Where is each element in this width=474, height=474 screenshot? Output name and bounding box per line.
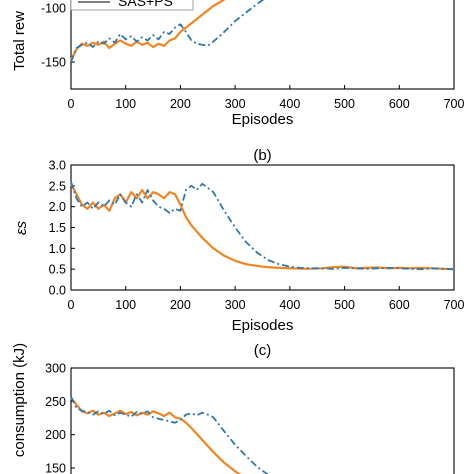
y-tick-label: 0.5 [49,263,66,277]
panel-epsilon: 0 100 200 300 400 500 600 700 0.0 0.5 1.0 1.5 2.0 2.5… [13,159,464,335]
x-tick-label: 200 [170,298,191,312]
y-axis-label-total-reward: Total rew [11,11,28,71]
x-tick-label: 700 [444,298,465,312]
series-total-reward [70,0,265,63]
panel-label-b: (b) [253,147,271,164]
plot-area-consumption [70,367,455,474]
y-tick-label: 250 [45,395,66,409]
y-axis-label-consumption: consumption (kJ) [11,343,28,457]
x-tick-label: 0 [68,298,75,312]
series-consumption [70,396,269,474]
y-axis-label-epsilon: εs [13,220,30,235]
series-line-orange [70,0,226,61]
legend-text: SAS+PS [118,0,173,9]
x-tick-label: 0 [68,97,75,111]
legend-total-reward: SAS+PS [70,0,194,11]
y-tick-label: 200 [45,428,66,442]
legend-box [70,0,194,11]
plot-area-total-reward [70,0,455,90]
x-tick-label: 500 [334,298,355,312]
panel-total-reward: 0 100 200 300 400 500 600 700 -150 -100 SAS+PS Ep… [11,0,464,128]
x-tick-label: 700 [444,97,465,111]
x-tick-label: 400 [279,97,300,111]
series-line-blue [70,181,455,271]
x-tick-label: 500 [334,97,355,111]
y-tick-label: 150 [45,462,66,474]
y-tick-label: 2.5 [49,179,66,193]
x-tick-label: 300 [225,97,246,111]
y-tick-label: 2.0 [49,200,66,214]
x-axis-label-epsilon: Episodes [232,317,294,334]
ticks-total-reward: 0 100 200 300 400 500 600 700 -150 -100 [41,2,465,111]
x-tick-label: 100 [115,298,136,312]
series-epsilon [70,181,455,271]
x-tick-label: 400 [279,298,300,312]
plot-area-epsilon [70,164,455,291]
x-tick-label: 200 [170,97,191,111]
x-tick-label: 300 [225,298,246,312]
panel-label-c: (c) [254,342,272,359]
ticks-epsilon: 0 100 200 300 400 500 600 700 0.0 0.5 1.0 1.5 2.0 2.5… [49,159,465,313]
x-tick-label: 600 [389,97,410,111]
y-tick-label: 1.5 [49,221,66,235]
y-tick-label: 3.0 [49,159,66,173]
x-tick-label: 600 [389,298,410,312]
y-tick-label: 0.0 [49,284,66,298]
series-line-blue [70,396,269,474]
y-tick-label: 300 [45,362,66,376]
series-line-blue [70,0,265,63]
y-tick-label: -150 [41,56,66,70]
ticks-consumption: 150 200 250 300 [45,362,75,474]
x-tick-label: 100 [115,97,136,111]
x-axis-label-total-reward: Episodes [232,111,294,128]
y-tick-label: 1.0 [49,242,66,256]
y-tick-label: -100 [41,2,66,16]
panel-consumption: 150 200 250 300 consumption (kJ) [11,343,455,474]
